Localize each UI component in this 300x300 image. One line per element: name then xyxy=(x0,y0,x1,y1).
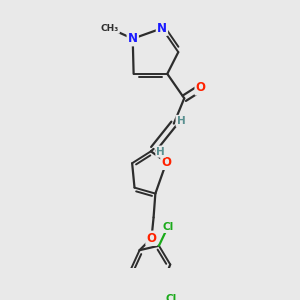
Text: Cl: Cl xyxy=(165,294,176,300)
Text: N: N xyxy=(128,32,138,45)
Text: O: O xyxy=(161,156,171,169)
Text: H: H xyxy=(156,147,165,157)
Text: Cl: Cl xyxy=(162,222,173,232)
Text: N: N xyxy=(157,22,167,35)
Text: H: H xyxy=(177,116,185,126)
Text: O: O xyxy=(146,232,157,245)
Text: O: O xyxy=(196,81,206,94)
Text: CH₃: CH₃ xyxy=(101,24,119,33)
